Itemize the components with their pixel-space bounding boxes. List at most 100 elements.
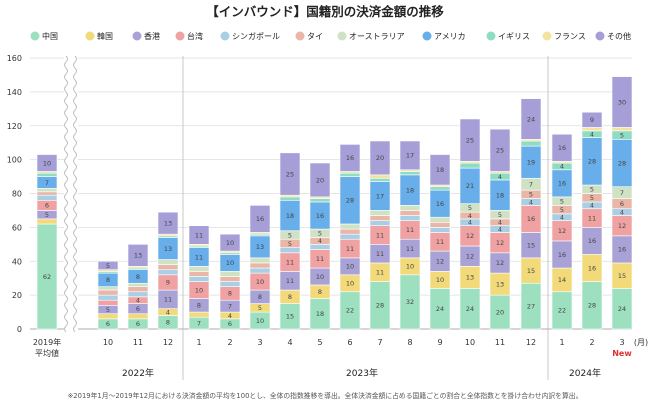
data-label: 10 bbox=[316, 273, 324, 281]
data-label: 8 bbox=[288, 293, 292, 301]
x-tick-label: 12 bbox=[526, 338, 536, 347]
bar-segment bbox=[399, 210, 421, 216]
bar-segment bbox=[249, 205, 271, 233]
data-label: 5 bbox=[560, 197, 564, 205]
data-label: 11 bbox=[376, 250, 384, 258]
data-label: 12 bbox=[466, 232, 474, 240]
data-label: 12 bbox=[558, 227, 566, 235]
bar-segment bbox=[399, 215, 421, 221]
bar-segment bbox=[611, 127, 633, 132]
bar-segment bbox=[157, 259, 179, 265]
data-label: 5 bbox=[106, 306, 110, 314]
bar-segment bbox=[611, 76, 633, 128]
x-tick-label: 10 bbox=[103, 338, 113, 347]
bar-segment bbox=[520, 140, 542, 147]
data-label: 28 bbox=[376, 302, 384, 310]
bar-segment bbox=[188, 271, 210, 277]
x-tick-label: 3 bbox=[257, 338, 262, 347]
month-unit-label: (月) bbox=[634, 338, 648, 347]
data-label: 24 bbox=[618, 305, 626, 313]
legend: 中国 韓国 香港 台湾 シンガポール タイ オーストラリア アメリカ イギリス フランス その他 bbox=[30, 31, 631, 41]
data-label: 4 bbox=[498, 219, 502, 227]
bar-segment bbox=[188, 225, 210, 245]
legend-marker bbox=[595, 31, 605, 41]
data-label: 11 bbox=[286, 258, 294, 266]
bar-segment bbox=[429, 154, 451, 186]
bar-segment bbox=[97, 289, 119, 296]
data-label: 15 bbox=[618, 272, 626, 280]
bar-segment bbox=[127, 291, 149, 298]
x-tick-label: 2 bbox=[589, 338, 594, 347]
data-label: 11 bbox=[588, 214, 596, 222]
legend-label: 韓国 bbox=[97, 31, 113, 41]
data-label: 4 bbox=[560, 214, 564, 222]
data-label: 16 bbox=[346, 154, 354, 162]
data-label: 11 bbox=[406, 226, 414, 234]
bar-segment bbox=[36, 154, 58, 172]
data-label: 16 bbox=[588, 237, 596, 245]
bar-segment bbox=[309, 198, 331, 203]
bar-segment bbox=[339, 172, 361, 177]
bar-segment bbox=[309, 162, 331, 198]
bar-segment bbox=[249, 267, 271, 274]
data-label: 7 bbox=[45, 179, 49, 187]
data-label: 10 bbox=[43, 159, 51, 167]
bar-segment bbox=[219, 233, 241, 252]
x-tick-label: 1 bbox=[559, 338, 564, 347]
data-label: 11 bbox=[346, 245, 354, 253]
data-label: 5 bbox=[106, 262, 110, 270]
data-label: 28 bbox=[588, 158, 596, 166]
bar-segment bbox=[369, 140, 391, 176]
bar-segment bbox=[127, 244, 149, 267]
data-label: 8 bbox=[258, 293, 262, 301]
bar-segment bbox=[97, 294, 119, 301]
new-marker: New bbox=[612, 349, 632, 358]
bar-segment bbox=[489, 128, 511, 172]
data-label: 8 bbox=[197, 302, 201, 310]
data-label: 11 bbox=[195, 253, 203, 261]
bar-segment bbox=[399, 171, 421, 176]
y-tick-label: 40 bbox=[12, 257, 22, 266]
legend-marker bbox=[422, 31, 432, 41]
data-label: 4 bbox=[498, 225, 502, 233]
bar-segment bbox=[157, 211, 179, 235]
legend-marker bbox=[175, 31, 185, 41]
legend-label: シンガポール bbox=[232, 31, 280, 41]
data-label: 13 bbox=[134, 252, 142, 260]
bar-segment bbox=[369, 174, 391, 179]
bar-segment bbox=[127, 313, 149, 320]
chart-title: 【インバウンド】国籍別の決済金額の推移 bbox=[206, 4, 444, 19]
legend-label: アメリカ bbox=[434, 32, 466, 41]
data-label: 7 bbox=[620, 189, 624, 197]
data-label: 4 bbox=[166, 308, 170, 316]
data-label: 25 bbox=[466, 136, 474, 144]
data-label: 18 bbox=[406, 186, 414, 194]
bar-segment bbox=[339, 228, 361, 235]
data-label: 16 bbox=[256, 215, 264, 223]
data-label: 4 bbox=[529, 198, 533, 206]
data-label: 25 bbox=[286, 170, 294, 178]
y-tick-label: 60 bbox=[12, 223, 22, 232]
data-label: 5 bbox=[590, 186, 594, 194]
data-label: 30 bbox=[618, 98, 626, 106]
data-label: 17 bbox=[376, 192, 384, 200]
bar-segment bbox=[97, 286, 119, 291]
data-label: 62 bbox=[43, 273, 51, 281]
data-label: 6 bbox=[620, 200, 624, 208]
data-label: 15 bbox=[527, 241, 535, 249]
data-label: 7 bbox=[228, 302, 232, 310]
x-tick-label: 10 bbox=[465, 338, 475, 347]
data-label: 18 bbox=[436, 166, 444, 174]
legend-marker bbox=[220, 31, 230, 41]
data-label: 24 bbox=[466, 305, 474, 313]
year-label: 2023年 bbox=[346, 367, 378, 379]
y-tick-label: 120 bbox=[7, 122, 22, 131]
y-tick-label: 100 bbox=[7, 156, 22, 165]
data-label: 12 bbox=[496, 259, 504, 267]
data-label: 8 bbox=[318, 288, 322, 296]
x-tick-label: 12 bbox=[163, 338, 173, 347]
year-label: 2024年 bbox=[569, 367, 601, 379]
data-label: 10 bbox=[256, 317, 264, 325]
data-label: 6 bbox=[106, 320, 110, 328]
data-label: 5 bbox=[468, 204, 472, 212]
